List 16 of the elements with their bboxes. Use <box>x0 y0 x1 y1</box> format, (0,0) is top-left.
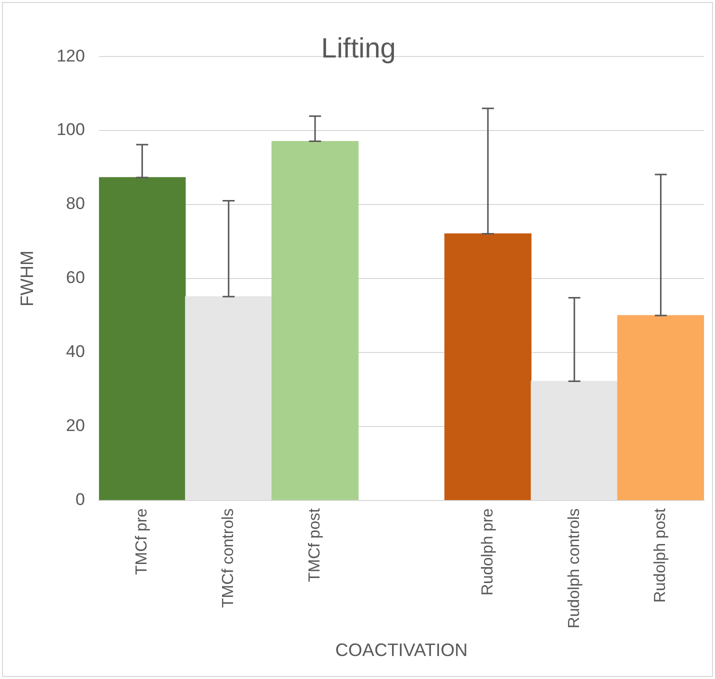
y-tick-label: 40 <box>66 342 85 362</box>
x-tick-label: Rudolph controls <box>566 508 583 628</box>
y-tick-label: 60 <box>66 268 85 288</box>
x-axis-title: COACTIVATION <box>335 640 468 660</box>
y-tick-label: 0 <box>75 490 85 510</box>
y-tick-label: 100 <box>56 120 85 140</box>
y-axis-title: FWHM <box>16 250 37 306</box>
y-tick-label: 20 <box>66 416 85 436</box>
x-tick-label: TMCf pre <box>134 508 151 575</box>
x-tick-label: Rudolph post <box>652 508 670 603</box>
x-tick-label: TMCf controls <box>220 508 238 608</box>
x-tick-label: Rudolph pre <box>479 508 496 596</box>
y-tick-label: 120 <box>56 46 85 66</box>
x-tick-label: TMCf post <box>306 508 324 582</box>
y-tick-label: 80 <box>66 194 85 214</box>
chart-title: Lifting <box>321 32 396 64</box>
